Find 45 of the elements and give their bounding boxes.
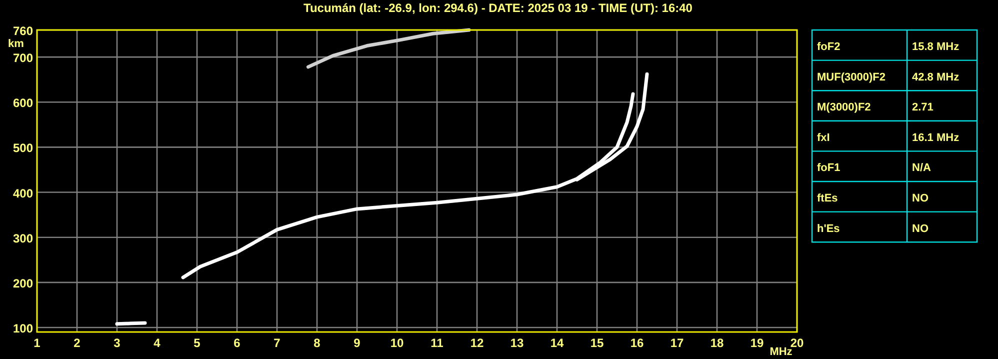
x-tick-label: 14	[550, 336, 564, 350]
x-tick-label: 12	[470, 336, 484, 350]
x-tick-label: 20	[790, 336, 804, 350]
category-label: foF2	[817, 41, 840, 53]
y-axis-title: km	[8, 38, 24, 50]
text: NO	[912, 192, 928, 204]
x-tick-label: 5	[194, 336, 201, 350]
x-tick-label: 1	[34, 336, 41, 350]
text: NO	[912, 222, 928, 235]
y-tick-label: 700	[12, 51, 34, 66]
x-tick-label: 2	[74, 336, 81, 350]
text: 42.8 MHz	[912, 71, 960, 84]
y-tick-label: 200	[12, 276, 34, 290]
chart-title: Tucumán (lat: -26.9, lon: 294.6) - DATE: 2025 03 19 - TIME (UT): 16:40	[304, 1, 693, 15]
x-tick-label: 3	[114, 336, 121, 350]
y-tick-label: 500	[12, 141, 34, 156]
text: N/A	[912, 162, 931, 174]
x-tick-label: 10	[390, 336, 404, 350]
y-tick-label: 600	[12, 96, 34, 110]
x-tick-label: 18	[710, 336, 724, 350]
x-tick-label: 11	[430, 336, 444, 350]
category-label: MUF(3000)F2	[817, 71, 886, 84]
x-tick-label: 9	[354, 336, 361, 350]
category-label: h'Es	[817, 222, 840, 235]
y-tick-label: 100	[12, 321, 34, 336]
y-tick-label: 400	[12, 186, 34, 200]
x-tick-label: 15	[590, 336, 604, 350]
x-axis-title: MHz	[770, 346, 793, 358]
category-label: fxI	[817, 132, 830, 144]
text: 2.71	[912, 102, 934, 114]
category-label: M(3000)F2	[817, 102, 871, 114]
x-tick-label: 17	[670, 336, 684, 350]
category-label: ftEs	[817, 192, 838, 204]
text: 15.8 MHz	[912, 41, 960, 53]
x-tick-label: 13	[510, 336, 524, 350]
x-tick-label: 8	[314, 336, 321, 350]
x-tick-label: 6	[234, 336, 241, 350]
category-label: foF1	[817, 162, 840, 174]
y-tick-label: 760	[12, 24, 34, 38]
y-tick-label: 300	[12, 231, 34, 246]
x-tick-label: 19	[750, 336, 764, 350]
x-tick-label: 16	[630, 336, 644, 350]
x-tick-label: 7	[274, 336, 281, 350]
x-tick-label: 4	[154, 336, 161, 350]
text: 16.1 MHz	[912, 132, 960, 144]
